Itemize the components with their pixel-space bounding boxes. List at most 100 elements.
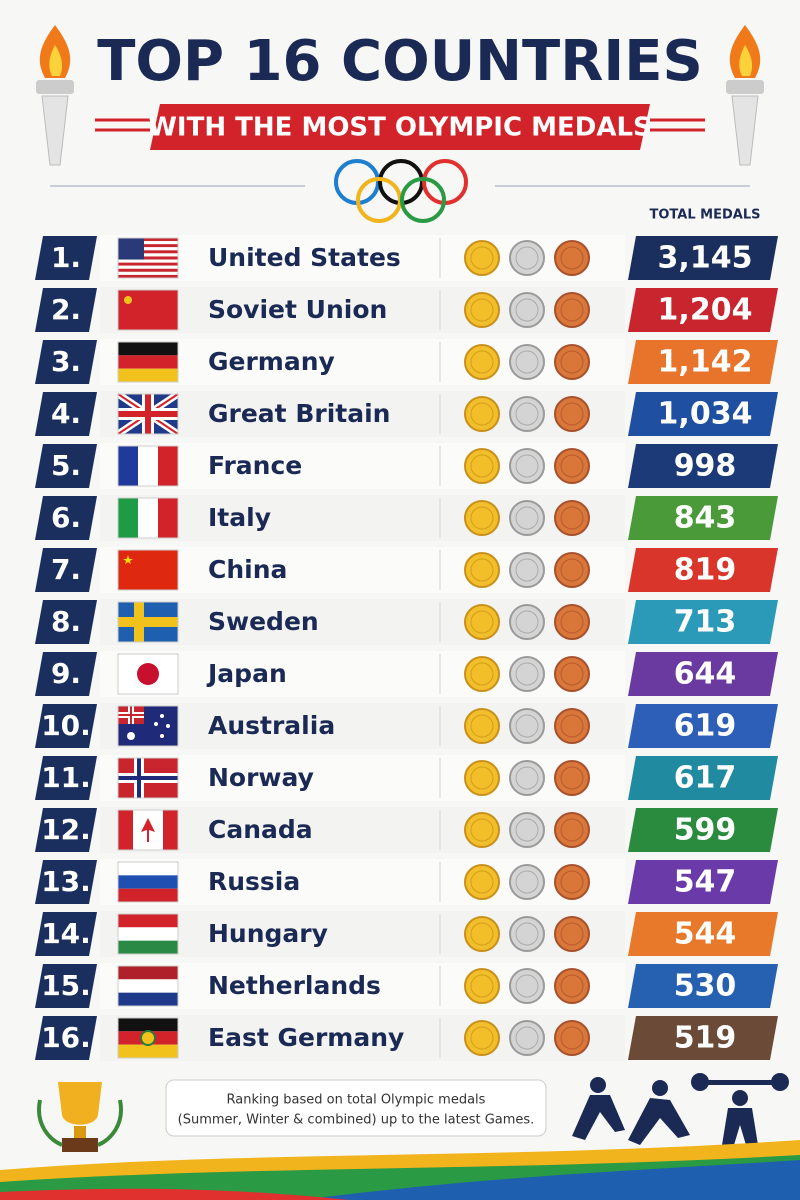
flag-border bbox=[117, 705, 179, 747]
rank: 15. bbox=[41, 969, 91, 1002]
flag-part bbox=[118, 966, 178, 980]
country: East Germany bbox=[208, 1023, 404, 1052]
medal bbox=[509, 396, 545, 432]
rank-badge bbox=[35, 756, 97, 800]
medal-inner bbox=[560, 454, 584, 478]
medal bbox=[509, 864, 545, 900]
total-badge bbox=[628, 288, 778, 332]
rank: 16. bbox=[41, 1021, 91, 1054]
row: 6. Italy 843 bbox=[35, 495, 778, 541]
medal bbox=[509, 656, 545, 692]
rank-badge bbox=[35, 548, 97, 592]
medal bbox=[554, 292, 590, 328]
medal-inner bbox=[560, 246, 584, 270]
total: 998 bbox=[674, 449, 737, 484]
row-bg bbox=[100, 547, 625, 593]
total: 544 bbox=[674, 917, 737, 952]
total: 619 bbox=[674, 709, 737, 744]
flag-part bbox=[118, 265, 178, 269]
flag-part bbox=[166, 724, 170, 728]
row-bg bbox=[100, 495, 625, 541]
row: 11. Norway 617 bbox=[35, 755, 778, 801]
medal-inner bbox=[470, 870, 494, 894]
flag-part bbox=[158, 498, 178, 538]
country: Australia bbox=[208, 711, 335, 740]
row: 12. Canada 599 bbox=[35, 807, 778, 853]
medal-inner bbox=[515, 714, 539, 738]
total-badge bbox=[628, 756, 778, 800]
total-badge bbox=[628, 652, 778, 696]
ribbon-lines bbox=[95, 118, 705, 132]
total-badge bbox=[628, 548, 778, 592]
flag-border bbox=[117, 341, 179, 383]
rank-badge bbox=[35, 808, 97, 852]
row: 16. East Germany 519 bbox=[35, 1015, 778, 1061]
total: 599 bbox=[674, 813, 737, 848]
medal bbox=[554, 916, 590, 952]
row-bg bbox=[100, 443, 625, 489]
medal bbox=[554, 448, 590, 484]
medal-inner bbox=[470, 974, 494, 998]
rank: 1. bbox=[51, 241, 81, 274]
row: 4. Great Britain 1,034 bbox=[35, 391, 778, 437]
medal bbox=[509, 552, 545, 588]
medal bbox=[554, 708, 590, 744]
country: Hungary bbox=[208, 919, 328, 948]
flag-part bbox=[118, 776, 178, 780]
flag-part bbox=[118, 940, 178, 954]
rank: 10. bbox=[41, 709, 91, 742]
country: Canada bbox=[208, 815, 313, 844]
row-bg bbox=[100, 339, 625, 385]
country: Great Britain bbox=[208, 399, 390, 428]
medal-inner bbox=[560, 818, 584, 842]
rank: 8. bbox=[51, 605, 81, 638]
medal-inner bbox=[560, 402, 584, 426]
medal bbox=[464, 604, 500, 640]
row: 7. China 819 bbox=[35, 547, 778, 593]
column-header: TOTAL MEDALS bbox=[650, 208, 761, 223]
flag-part bbox=[118, 250, 178, 254]
medal-inner bbox=[560, 870, 584, 894]
medal-inner bbox=[515, 974, 539, 998]
medal bbox=[509, 448, 545, 484]
medal bbox=[554, 240, 590, 276]
flag-border bbox=[117, 809, 179, 851]
flag-part bbox=[118, 862, 178, 876]
rank-badge bbox=[35, 340, 97, 384]
medal bbox=[464, 968, 500, 1004]
rank-badge bbox=[35, 600, 97, 644]
country: Netherlands bbox=[208, 971, 381, 1000]
rank: 5. bbox=[51, 449, 81, 482]
flag-border bbox=[117, 237, 179, 279]
flag-border bbox=[117, 445, 179, 487]
medal-inner bbox=[560, 1026, 584, 1050]
rank: 6. bbox=[51, 501, 81, 534]
medal-inner bbox=[560, 298, 584, 322]
rows: 1. United States 3,145 2. Soviet Union 1,204 3… bbox=[35, 235, 778, 1061]
ribbon bbox=[150, 104, 650, 150]
medal-inner bbox=[515, 610, 539, 634]
flag-part bbox=[118, 927, 178, 941]
total: 843 bbox=[674, 501, 737, 536]
flag-part bbox=[127, 732, 135, 740]
flag-part bbox=[118, 550, 178, 590]
medal-inner bbox=[515, 1026, 539, 1050]
flag-part bbox=[118, 914, 178, 928]
total-badge bbox=[628, 600, 778, 644]
rank: 12. bbox=[41, 813, 91, 846]
flag-border bbox=[117, 393, 179, 435]
medal-inner bbox=[515, 298, 539, 322]
flag-border bbox=[117, 497, 179, 539]
total-badge bbox=[628, 964, 778, 1008]
country: Norway bbox=[208, 763, 314, 792]
rank-badge bbox=[35, 444, 97, 488]
flag-part bbox=[118, 238, 178, 242]
medal bbox=[554, 968, 590, 1004]
medal bbox=[464, 240, 500, 276]
country: Soviet Union bbox=[208, 295, 387, 324]
medal bbox=[554, 552, 590, 588]
medal-inner bbox=[560, 714, 584, 738]
medal-inner bbox=[470, 506, 494, 530]
medal bbox=[509, 604, 545, 640]
